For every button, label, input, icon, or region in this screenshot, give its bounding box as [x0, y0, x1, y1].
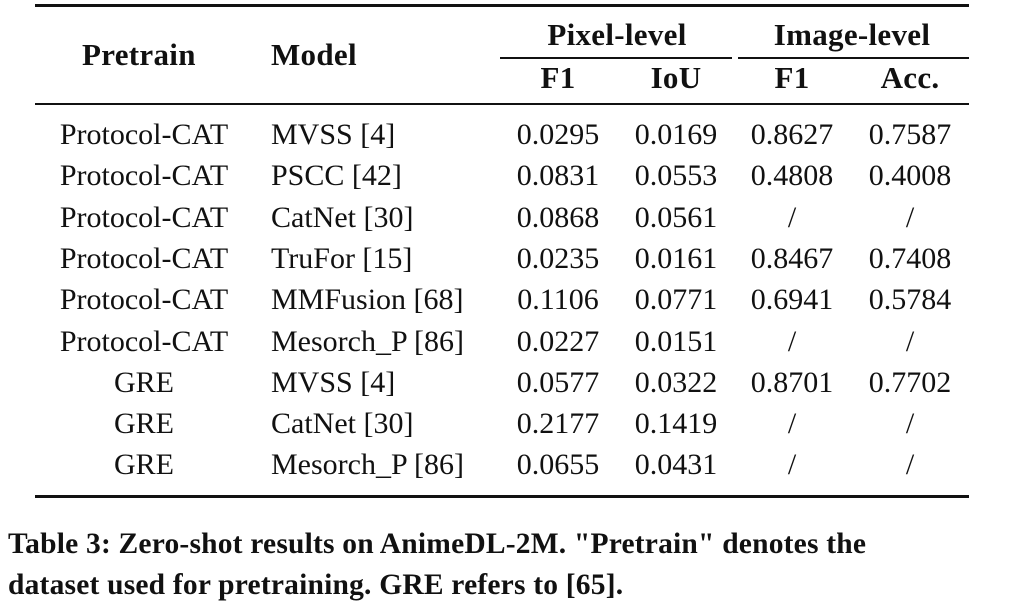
cell-image-f1: 0.8467	[750, 242, 834, 275]
cell-image-f1: 0.8627	[750, 118, 834, 151]
cell-pixel-iou: 0.0161	[634, 242, 718, 275]
header-group-pixel-level: Pixel-level	[547, 17, 687, 52]
cell-image-acc: /	[905, 325, 915, 358]
cell-model: CatNet [30]	[271, 407, 414, 440]
cell-model: PSCC [42]	[271, 159, 402, 192]
cell-pretrain: Protocol-CAT	[59, 201, 229, 234]
cell-pretrain: Protocol-CAT	[59, 283, 229, 316]
cell-image-f1: 0.4808	[750, 159, 834, 192]
header-rule	[35, 103, 969, 105]
header-image-f1: F1	[774, 60, 810, 95]
cell-pixel-f1: 0.0655	[516, 448, 600, 481]
cell-image-acc: 0.5784	[868, 283, 952, 316]
cell-model: TruFor [15]	[271, 242, 413, 275]
cell-image-acc: /	[905, 448, 915, 481]
cell-image-acc: 0.7587	[868, 118, 952, 151]
cell-model: CatNet [30]	[271, 201, 414, 234]
cell-image-acc: /	[905, 407, 915, 440]
top-rule	[35, 4, 969, 7]
cell-model: MVSS [4]	[271, 366, 396, 399]
cell-pretrain: GRE	[114, 448, 174, 481]
table-caption: Table 3: Zero-shot results on AnimeDL-2M…	[8, 524, 1008, 606]
caption-line-1: Table 3: Zero-shot results on AnimeDL-2M…	[8, 528, 867, 560]
cell-model: Mesorch_P [86]	[271, 325, 465, 358]
header-pretrain: Pretrain	[82, 37, 196, 72]
cell-pixel-f1: 0.0235	[516, 242, 600, 275]
cell-pixel-iou: 0.0561	[634, 201, 718, 234]
header-model: Model	[271, 37, 357, 72]
cell-image-f1: 0.8701	[750, 366, 834, 399]
cell-image-f1: /	[787, 448, 797, 481]
cell-image-f1: /	[787, 407, 797, 440]
cell-pixel-f1: 0.0295	[516, 118, 600, 151]
cell-pixel-f1: 0.0831	[516, 159, 600, 192]
cell-image-acc: /	[905, 201, 915, 234]
cell-image-acc: 0.4008	[868, 159, 952, 192]
image-level-cmidrule	[738, 57, 969, 59]
cell-pretrain: GRE	[114, 366, 174, 399]
cell-pixel-iou: 0.0553	[634, 159, 718, 192]
cell-pixel-iou: 0.0322	[634, 366, 718, 399]
cell-pixel-f1: 0.0227	[516, 325, 600, 358]
cell-image-acc: 0.7408	[868, 242, 952, 275]
cell-image-f1: /	[787, 325, 797, 358]
cell-pixel-iou: 0.0431	[634, 448, 718, 481]
cell-pretrain: Protocol-CAT	[59, 118, 229, 151]
header-pixel-iou: IoU	[650, 60, 702, 95]
cell-pretrain: Protocol-CAT	[59, 325, 229, 358]
header-image-acc: Acc.	[880, 60, 940, 95]
cell-image-f1: 0.6941	[750, 283, 834, 316]
cell-pretrain: Protocol-CAT	[59, 159, 229, 192]
caption-line-2: dataset used for pretraining. GRE refers…	[8, 569, 624, 601]
cell-pixel-f1: 0.2177	[516, 407, 600, 440]
header-group-image-level: Image-level	[773, 17, 931, 52]
cell-pixel-iou: 0.0151	[634, 325, 718, 358]
cell-image-f1: /	[787, 201, 797, 234]
cell-pretrain: GRE	[114, 407, 174, 440]
cell-pixel-f1: 0.0577	[516, 366, 600, 399]
cell-model: MVSS [4]	[271, 118, 396, 151]
cell-model: MMFusion [68]	[271, 283, 464, 316]
cell-pixel-iou: 0.0771	[634, 283, 718, 316]
cell-pixel-f1: 0.1106	[517, 283, 599, 316]
cell-model: Mesorch_P [86]	[271, 448, 465, 481]
header-pixel-f1: F1	[540, 60, 576, 95]
cell-image-acc: 0.7702	[868, 366, 952, 399]
cell-pixel-iou: 0.0169	[634, 118, 718, 151]
cell-pretrain: Protocol-CAT	[59, 242, 229, 275]
bottom-rule	[35, 495, 969, 498]
pixel-level-cmidrule	[500, 57, 732, 59]
cell-pixel-iou: 0.1419	[634, 407, 718, 440]
cell-pixel-f1: 0.0868	[516, 201, 600, 234]
